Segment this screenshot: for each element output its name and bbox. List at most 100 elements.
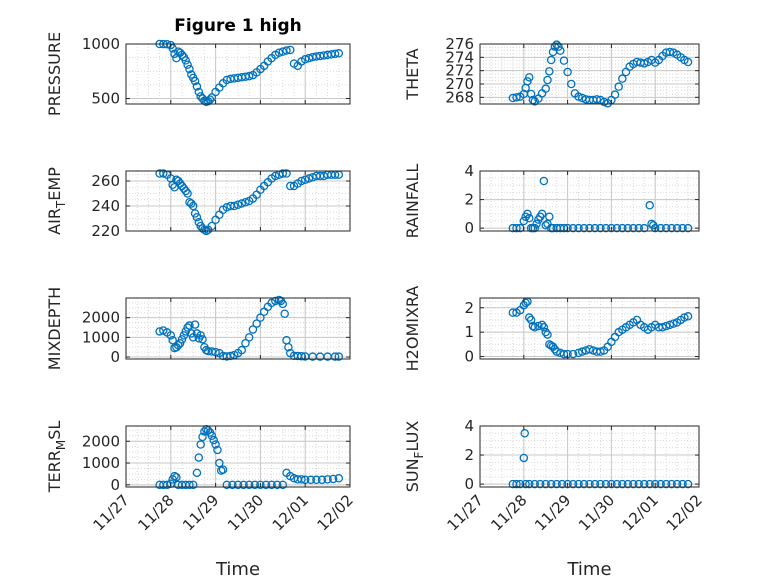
x-tick-label: 11/27 [90,491,133,534]
x-axis-label: Time [566,559,611,580]
data-point [678,223,687,233]
data-point [519,453,529,463]
data-point [645,201,654,210]
data-point [537,320,547,330]
axes-box [125,43,351,105]
data-point [194,453,204,462]
data-point [297,475,306,484]
data-point [272,480,282,490]
data-point [312,475,321,485]
x-tick-label: 11/29 [179,491,222,534]
data-point [550,42,560,51]
y-tick-label: 1000 [82,328,120,346]
data-point [680,313,689,322]
data-point [520,429,529,438]
data-point [297,176,306,186]
data-point [528,321,538,331]
data-point [284,342,293,352]
y-axis-label: PRESSURE [45,32,64,116]
data-point [256,313,265,322]
y-tick-label: 0 [110,476,120,494]
data-point [656,479,665,489]
data-point [172,472,181,482]
axes-box [479,425,700,488]
y-tick-label: 2000 [82,432,120,450]
data-point [672,223,682,233]
data-point [607,223,616,233]
data-point [539,176,549,186]
y-axis-label: MIXDEPTH [45,287,64,370]
data-point [596,223,605,233]
data-point [304,174,314,183]
data-point [667,479,676,489]
data-point [521,298,530,308]
subplot-sun: 0 2 4 SUNFLUX [403,417,700,493]
data-point [205,95,215,104]
data-point [568,349,578,359]
data-point [181,56,190,65]
y-tick-label: 1000 [82,35,120,53]
data-point [634,223,644,233]
data-point [543,330,552,339]
data-point [330,49,340,59]
data-point [683,57,693,67]
data-point [317,475,327,485]
data-point [280,309,289,318]
data-point [563,223,572,233]
data-point [244,480,254,490]
data-point [198,335,207,344]
y-tick-label: 276 [445,35,474,53]
data-point [248,325,258,334]
data-point [508,308,518,317]
data-point [530,479,540,489]
data-point [237,345,246,355]
data-point [252,319,261,328]
data-point [541,479,550,489]
data-point [541,327,550,337]
y-tick-label: 270 [445,75,474,93]
axes-box [479,43,700,105]
y-tick-label: 0 [464,219,474,237]
data-point [209,435,218,445]
subplot-pressure: 500 1000 PRESSURE Figure 1 high [45,16,351,116]
data-point [585,223,594,233]
y-axis-label: SUNFLUX [403,421,426,493]
data-point [512,223,521,233]
data-point [640,59,649,68]
data-point [534,321,543,331]
y-tick-label: 240 [91,197,120,215]
y-axis-label: AIRTEMP [45,167,68,235]
data-point [568,223,578,233]
data-point [661,479,671,489]
y-tick-label: 1 [464,323,474,341]
data-point [563,67,572,77]
data-point [218,465,228,474]
axes-box [479,170,700,232]
data-point [683,479,693,489]
data-point [640,223,649,233]
data-point [334,49,344,58]
data-point [271,296,280,306]
data-point [535,479,545,489]
data-point [614,82,623,91]
data-point [601,223,611,233]
data-point [546,479,556,489]
data-point [179,331,189,340]
y-tick-label: 0 [464,475,474,493]
data-point [183,60,192,69]
x-tick-label: 11/29 [531,491,574,534]
data-point [669,319,678,328]
data-point [545,67,554,76]
data-point [545,212,554,221]
data-point [530,323,540,332]
data-point [665,47,675,57]
data-point [233,480,243,490]
y-axis-label: RAINFALL [403,164,422,239]
subplot-terr: 0 1000 2000 TERRMSL [45,421,351,494]
data-point [168,336,177,345]
data-point [196,440,205,449]
data-point [271,171,280,181]
data-point [190,320,200,329]
data-point [188,480,198,490]
data-point [526,89,536,99]
